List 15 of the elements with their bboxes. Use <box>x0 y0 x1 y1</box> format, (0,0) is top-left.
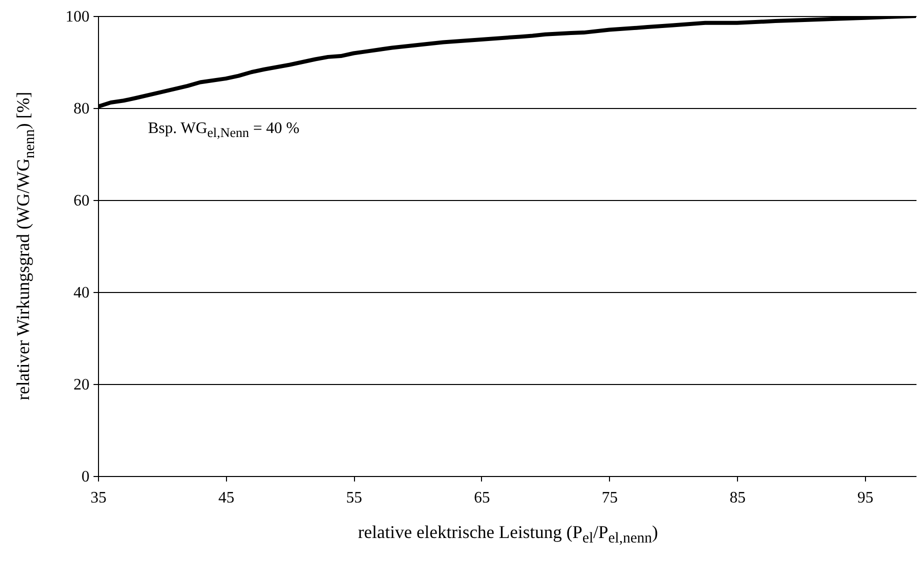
x-tick-label: 75 <box>602 490 618 506</box>
y-tick-label: 80 <box>74 100 90 118</box>
x-tick-label: 55 <box>346 490 362 506</box>
y-tick-label: 20 <box>74 376 90 394</box>
y-tick-label: 60 <box>74 192 90 210</box>
x-tick-label: 35 <box>90 490 106 506</box>
x-tick-label: 65 <box>474 490 490 506</box>
y-tick-label: 40 <box>74 284 90 302</box>
x-tick-label: 45 <box>218 490 234 506</box>
x-axis-title: relative elektrische Leistung (P$_{el}$/P$_{el,nenn}$) <box>358 522 658 548</box>
x-tick-label: 85 <box>730 490 746 506</box>
y-tick-label: 0 <box>82 468 90 486</box>
annotation: Bsp. WG$_{el,Nenn}$ = 40 % <box>148 120 300 142</box>
x-tick-label: 95 <box>857 490 874 506</box>
y-tick-label: 100 <box>66 8 90 26</box>
